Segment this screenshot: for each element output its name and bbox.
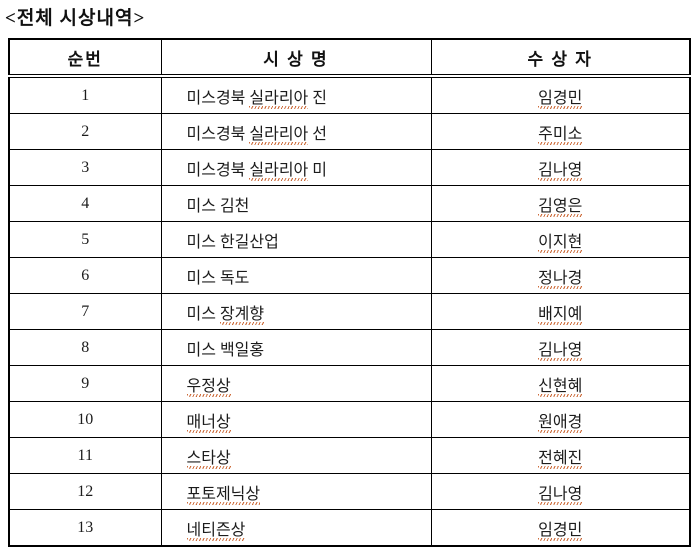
page-title: <전체 시상내역> bbox=[5, 8, 146, 29]
plain-text: 미스경북 bbox=[186, 161, 250, 179]
winner-name: 신현혜 bbox=[430, 365, 691, 402]
misspelled-text: 정나경 bbox=[538, 269, 583, 289]
misspelled-text: 스타상 bbox=[186, 449, 231, 469]
header-row: 순번 시 상 명 수 상 자 bbox=[8, 38, 691, 78]
table-header: 순번 시 상 명 수 상 자 bbox=[8, 38, 691, 78]
winner-name: 전혜진 bbox=[430, 437, 691, 474]
misspelled-text: 신현혜 bbox=[538, 377, 583, 397]
winner-name: 김나영 bbox=[430, 149, 691, 186]
row-number: 7 bbox=[8, 293, 162, 330]
winner-name: 임경민 bbox=[430, 75, 691, 114]
row-number: 12 bbox=[8, 473, 162, 510]
row-number: 9 bbox=[8, 365, 162, 402]
table-row: 10 매너상 원애경 bbox=[8, 401, 691, 438]
row-number: 2 bbox=[8, 113, 162, 150]
award-name: 매너상 bbox=[160, 401, 432, 438]
award-name: 미스 김천 bbox=[160, 185, 432, 222]
misspelled-text: 임경민 bbox=[538, 521, 583, 541]
misspelled-text: 김나영 bbox=[538, 161, 583, 181]
row-number: 6 bbox=[8, 257, 162, 294]
table-body: 1 미스경북 실라리아 진 임경민 2 미스경북 실라리아 선 주미소 3 미스… bbox=[8, 75, 691, 547]
row-number: 8 bbox=[8, 329, 162, 366]
plain-text: 미스 한길산업 bbox=[186, 233, 279, 251]
row-number: 4 bbox=[8, 185, 162, 222]
row-number: 10 bbox=[8, 401, 162, 438]
table-row: 11 스타상 전혜진 bbox=[8, 437, 691, 474]
table-row: 2 미스경북 실라리아 선 주미소 bbox=[8, 113, 691, 150]
table-row: 9 우정상 신현혜 bbox=[8, 365, 691, 402]
winner-name: 정나경 bbox=[430, 257, 691, 294]
column-header-winner: 수 상 자 bbox=[430, 38, 691, 78]
row-number: 11 bbox=[8, 437, 162, 474]
misspelled-text: 김나영 bbox=[538, 485, 583, 505]
misspelled-text: 원애경 bbox=[538, 413, 583, 433]
award-name: 미스 장계향 bbox=[160, 293, 432, 330]
misspelled-text: 전혜진 bbox=[538, 449, 583, 469]
table-row: 7 미스 장계향 배지예 bbox=[8, 293, 691, 330]
award-name: 미스경북 실라리아 선 bbox=[160, 113, 432, 150]
plain-text: 미스경북 bbox=[186, 89, 250, 107]
winner-name: 이지현 bbox=[430, 221, 691, 258]
plain-text: 미스 김천 bbox=[186, 197, 250, 215]
plain-text: 선 bbox=[308, 125, 328, 143]
misspelled-text: 우정상 bbox=[186, 377, 231, 397]
table-row: 3 미스경북 실라리아 미 김나영 bbox=[8, 149, 691, 186]
award-name: 미스 독도 bbox=[160, 257, 432, 294]
winner-name: 원애경 bbox=[430, 401, 691, 438]
winner-name: 주미소 bbox=[430, 113, 691, 150]
winner-name: 김나영 bbox=[430, 329, 691, 366]
misspelled-text: 장계향 bbox=[219, 305, 265, 325]
plain-text: 미스 독도 bbox=[186, 269, 250, 287]
award-name: 우정상 bbox=[160, 365, 432, 402]
award-name: 네티즌상 bbox=[160, 509, 432, 547]
misspelled-text: 주미소 bbox=[538, 125, 583, 145]
plain-text: 진 bbox=[308, 89, 328, 107]
plain-text: 미스 백일홍 bbox=[186, 341, 265, 359]
misspelled-text: 포토제닉상 bbox=[186, 485, 261, 505]
award-name: 포토제닉상 bbox=[160, 473, 432, 510]
misspelled-text: 김영은 bbox=[538, 197, 583, 217]
table-row: 5 미스 한길산업 이지현 bbox=[8, 221, 691, 258]
row-number: 1 bbox=[8, 75, 162, 114]
table-row: 1 미스경북 실라리아 진 임경민 bbox=[8, 75, 691, 114]
row-number: 13 bbox=[8, 509, 162, 547]
winner-name: 배지예 bbox=[430, 293, 691, 330]
award-name: 스타상 bbox=[160, 437, 432, 474]
table-row: 12 포토제닉상 김나영 bbox=[8, 473, 691, 510]
plain-text: 미스 bbox=[186, 305, 220, 323]
table-row: 4 미스 김천 김영은 bbox=[8, 185, 691, 222]
misspelled-text: 네티즌상 bbox=[186, 521, 246, 541]
row-number: 3 bbox=[8, 149, 162, 186]
misspelled-text: 이지현 bbox=[538, 233, 583, 253]
misspelled-text: 실라리아 bbox=[249, 161, 309, 181]
award-table: 순번 시 상 명 수 상 자 1 미스경북 실라리아 진 임경민 2 미스경북 … bbox=[8, 38, 691, 547]
misspelled-text: 배지예 bbox=[538, 305, 583, 325]
winner-name: 임경민 bbox=[430, 509, 691, 547]
award-name: 미스 백일홍 bbox=[160, 329, 432, 366]
winner-name: 김나영 bbox=[430, 473, 691, 510]
column-header-award: 시 상 명 bbox=[160, 38, 432, 78]
award-name: 미스경북 실라리아 미 bbox=[160, 149, 432, 186]
misspelled-text: 김나영 bbox=[538, 341, 583, 361]
misspelled-text: 실라리아 bbox=[249, 89, 309, 109]
misspelled-text: 임경민 bbox=[538, 89, 583, 109]
winner-name: 김영은 bbox=[430, 185, 691, 222]
award-name: 미스경북 실라리아 진 bbox=[160, 75, 432, 114]
table-row: 13 네티즌상 임경민 bbox=[8, 509, 691, 547]
table-row: 8 미스 백일홍 김나영 bbox=[8, 329, 691, 366]
column-header-number: 순번 bbox=[8, 38, 162, 78]
table-row: 6 미스 독도 정나경 bbox=[8, 257, 691, 294]
plain-text: 미 bbox=[308, 161, 328, 179]
plain-text: 미스경북 bbox=[186, 125, 250, 143]
row-number: 5 bbox=[8, 221, 162, 258]
misspelled-text: 실라리아 bbox=[249, 125, 309, 145]
award-name: 미스 한길산업 bbox=[160, 221, 432, 258]
misspelled-text: 매너상 bbox=[186, 413, 231, 433]
